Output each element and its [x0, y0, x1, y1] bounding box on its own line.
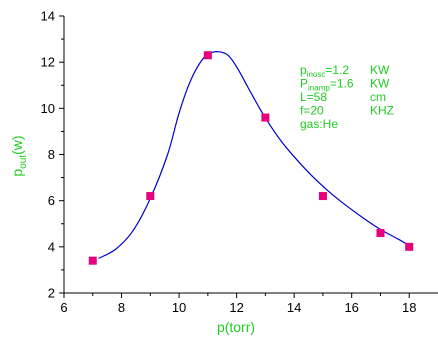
x-tick-label: 16 — [344, 300, 358, 315]
y-axis-title-unit: (w) — [9, 135, 25, 154]
y-axis-title-sub: out — [18, 155, 29, 169]
x-tick-label: 12 — [229, 300, 243, 315]
x-tick-label: 18 — [402, 300, 416, 315]
y-tick-label: 2 — [48, 286, 55, 301]
annotation-label: f=20 — [300, 104, 324, 118]
data-point — [318, 192, 327, 201]
annotation-label: L=58 — [300, 90, 327, 104]
fit-curve — [98, 51, 410, 259]
x-tick-label: 8 — [118, 300, 125, 315]
y-axis-title-main: p — [9, 169, 25, 177]
data-point — [146, 192, 155, 201]
annotation-unit: KHZ — [370, 104, 394, 118]
data-point — [88, 256, 97, 265]
data-point — [261, 113, 270, 122]
annotation-unit: cm — [370, 90, 386, 104]
data-point — [203, 51, 212, 60]
x-tick-label: 6 — [60, 300, 67, 315]
axes — [63, 16, 438, 294]
annotation-label: gas:He — [300, 117, 338, 131]
annotation-label: Pinamp=1.6 — [300, 77, 354, 93]
y-tick-label: 6 — [48, 193, 55, 208]
annotation-block: pinosc=1.2 KW Pinamp=1.6 KW L=58 cm f=20 KHZ gas… — [300, 63, 394, 131]
y-tick-label: 8 — [48, 147, 55, 162]
x-axis-title: p(torr) — [217, 319, 255, 335]
x-tick-label: 14 — [287, 300, 301, 315]
y-ticks: 2 4 6 8 10 12 14 — [41, 9, 64, 301]
y-tick-label: 4 — [48, 239, 55, 254]
data-point — [376, 228, 385, 237]
x-ticks: 6 8 10 12 14 16 18 — [60, 293, 416, 315]
annotation-unit: KW — [370, 63, 390, 77]
x-tick-label: 10 — [172, 300, 186, 315]
y-tick-label: 14 — [41, 9, 55, 24]
data-point — [405, 242, 414, 251]
y-axis-title: pout(w) — [9, 135, 29, 176]
annotation-unit: KW — [370, 77, 390, 91]
y-tick-label: 10 — [41, 101, 55, 116]
data-markers — [88, 51, 414, 265]
annotation-label: pinosc=1.2 — [300, 63, 349, 79]
y-tick-label: 12 — [41, 55, 55, 70]
